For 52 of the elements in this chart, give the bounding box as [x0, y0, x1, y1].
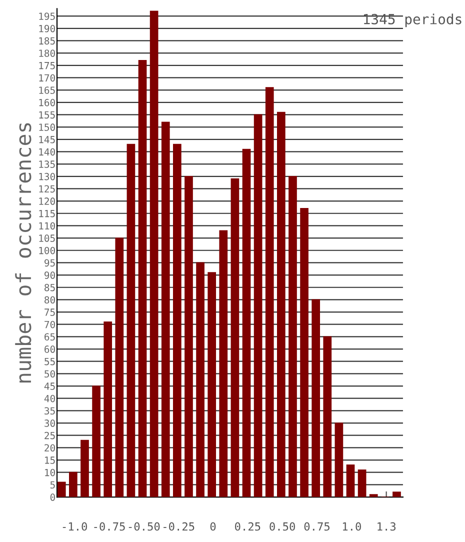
x-tick-label: -0.25: [164, 522, 194, 531]
y-tick-label: 165: [39, 86, 55, 94]
y-tick-label: 190: [39, 24, 55, 32]
y-tick-label: 155: [39, 111, 55, 119]
y-tick-label: 50: [44, 370, 55, 378]
annotation: 1345 periods: [364, 14, 462, 28]
y-tick-label: 135: [39, 160, 55, 168]
x-tick-label: 1.0: [342, 522, 361, 531]
y-tick-label: 10: [45, 468, 55, 476]
y-tick-label: 25: [44, 432, 55, 440]
y-tick-label: 150: [39, 124, 55, 131]
y-tick-label: 100: [39, 246, 55, 254]
y-tick-label: 20: [44, 444, 55, 452]
y-tick-label: 180: [39, 50, 55, 57]
y-tick-label: 30: [44, 420, 55, 427]
x-tick-label: 0: [210, 522, 216, 531]
y-tick-label: 125: [39, 185, 55, 193]
x-tick-label: -0.75: [94, 522, 125, 531]
y-tick-label: 85: [44, 284, 55, 292]
y-tick-label: 80: [44, 296, 55, 304]
x-tick-label: -0.50: [128, 522, 160, 531]
y-tick-label: 75: [44, 308, 55, 316]
y-axis-title: number of occurrences: [15, 123, 32, 383]
y-tick-label: 95: [44, 259, 55, 267]
y-tick-label: 195: [39, 12, 55, 20]
y-tick-label: 55: [44, 358, 55, 366]
x-tick-label: 0.50: [270, 522, 295, 531]
y-tick-label: 15: [45, 456, 55, 464]
x-tick-label: -1.0: [62, 522, 87, 531]
x-tick-label: 0.25: [235, 522, 260, 531]
y-tick-label: 115: [39, 210, 55, 218]
y-tick-label: 90: [44, 272, 55, 279]
y-tick-label: 105: [39, 234, 55, 242]
y-tick-label: 0: [50, 494, 55, 501]
y-tick-label: 130: [39, 172, 55, 180]
y-tick-label: 5: [50, 481, 55, 489]
y-tick-label: 70: [44, 320, 55, 328]
y-tick-label: 160: [39, 98, 55, 106]
x-tick-label: 1.3: [378, 522, 396, 531]
y-tick-label: 110: [39, 222, 55, 230]
y-tick-label: 185: [39, 37, 55, 45]
x-tick-label: 0.75: [304, 522, 330, 531]
y-tick-label: 140: [39, 148, 55, 156]
y-tick-label: 120: [39, 198, 55, 205]
y-tick-label: 60: [44, 346, 55, 353]
y-tick-label: 65: [44, 333, 55, 341]
y-tick-label: 170: [39, 74, 55, 82]
y-tick-label: 40: [44, 394, 55, 402]
y-tick-label: 45: [44, 382, 55, 390]
y-tick-label: 35: [44, 407, 55, 415]
y-tick-label: 175: [39, 62, 55, 70]
y-tick-label: 145: [39, 136, 55, 144]
